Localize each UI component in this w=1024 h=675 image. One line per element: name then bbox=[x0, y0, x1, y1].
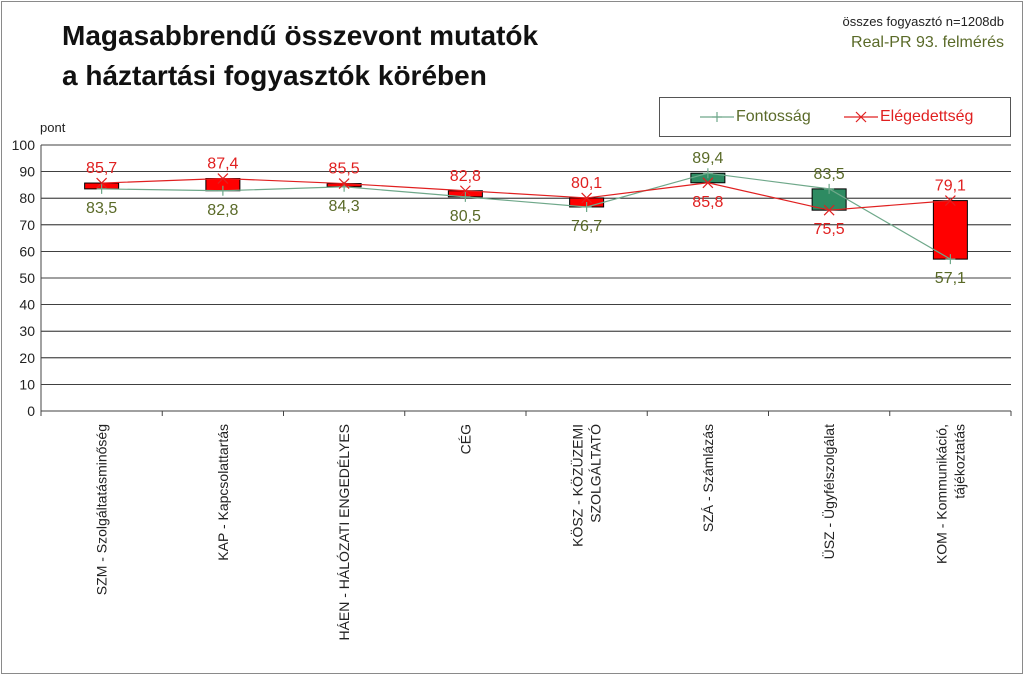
satisfaction-value-label: 75,5 bbox=[814, 221, 845, 238]
importance-point bbox=[702, 168, 713, 179]
x-tick-label: SZÁ - Számlázás bbox=[700, 424, 716, 532]
y-tick-label: 60 bbox=[19, 243, 35, 259]
chart-title: Magasabbrendű összevont mutatók a háztar… bbox=[62, 20, 539, 91]
y-tick-label: 80 bbox=[19, 190, 35, 206]
satisfaction-value-label: 87,4 bbox=[207, 156, 238, 173]
x-tick-label: tájékoztatás bbox=[951, 424, 967, 499]
y-axis-label: pont bbox=[40, 120, 66, 135]
x-tick-label: SZOLGÁLTATÓ bbox=[588, 424, 604, 523]
y-tick-label: 90 bbox=[19, 164, 35, 180]
legend-marker-plus-icon bbox=[700, 112, 734, 122]
source-note: Real-PR 93. felmérés bbox=[851, 34, 1004, 51]
importance-value-label: 89,4 bbox=[692, 150, 723, 167]
satisfaction-point bbox=[338, 178, 350, 189]
x-tick-label: SZM - Szolgáltatásminőség bbox=[94, 424, 110, 595]
importance-value-label: 57,1 bbox=[935, 270, 966, 287]
satisfaction-point bbox=[459, 185, 471, 197]
y-tick-label: 0 bbox=[27, 403, 35, 419]
importance-line bbox=[101, 172, 951, 260]
importance-value-label: 76,7 bbox=[571, 218, 602, 235]
satisfaction-value-label: 79,1 bbox=[935, 178, 966, 195]
importance-value-label: 84,3 bbox=[329, 198, 360, 215]
x-tick-label: CÉG bbox=[457, 424, 473, 454]
importance-value-label: 82,8 bbox=[207, 202, 238, 219]
satisfaction-value-label: 80,1 bbox=[571, 175, 602, 192]
importance-value-label: 83,5 bbox=[814, 166, 845, 183]
legend-marker-x-icon bbox=[844, 111, 878, 123]
y-tick-label: 70 bbox=[19, 217, 35, 233]
satisfaction-point bbox=[823, 204, 835, 216]
x-tick-label: KÖSZ - KÖZÜZEMI bbox=[569, 424, 586, 547]
satisfaction-point bbox=[217, 173, 229, 184]
y-tick-label: 30 bbox=[19, 323, 35, 339]
importance-point bbox=[217, 185, 228, 196]
satisfaction-line bbox=[101, 177, 951, 211]
legend: Fontosság Elégedettség bbox=[659, 97, 1011, 137]
satisfaction-point bbox=[702, 177, 714, 189]
x-tick-label: HÁEN - HÁLÓZATI ENGEDÉLYES bbox=[336, 424, 352, 641]
importance-value-label: 80,5 bbox=[450, 208, 481, 225]
importance-point bbox=[96, 183, 107, 194]
importance-point bbox=[824, 183, 835, 194]
y-tick-label: 50 bbox=[19, 270, 35, 286]
importance-point bbox=[945, 254, 956, 265]
legend-label-satisfaction: Elégedettség bbox=[880, 108, 974, 125]
satisfaction-value-label: 85,5 bbox=[329, 161, 360, 178]
satisfaction-point bbox=[944, 195, 956, 207]
importance-point bbox=[581, 201, 592, 212]
y-tick-label: 100 bbox=[12, 137, 36, 153]
importance-value-label: 83,5 bbox=[86, 200, 117, 217]
x-tick-label: KOM - Kommunikáció, bbox=[933, 424, 949, 564]
x-tick-label: ÜSZ - Ügyfélszolgálat bbox=[820, 424, 837, 559]
importance-point bbox=[460, 191, 471, 202]
satisfaction-value-label: 85,8 bbox=[692, 194, 723, 211]
x-tick-label: KAP - Kapcsolattartás bbox=[215, 424, 231, 561]
difference-box bbox=[932, 200, 968, 260]
satisfaction-point bbox=[96, 177, 108, 189]
sample-size-note: összes fogyasztó n=1208db bbox=[842, 14, 1004, 29]
y-tick-label: 20 bbox=[19, 350, 35, 366]
legend-label-importance: Fontosság bbox=[736, 108, 811, 125]
satisfaction-point bbox=[581, 192, 593, 204]
satisfaction-value-label: 85,7 bbox=[86, 160, 117, 177]
y-tick-label: 10 bbox=[19, 376, 35, 392]
y-tick-label: 40 bbox=[19, 297, 35, 313]
satisfaction-value-label: 82,8 bbox=[450, 168, 481, 185]
